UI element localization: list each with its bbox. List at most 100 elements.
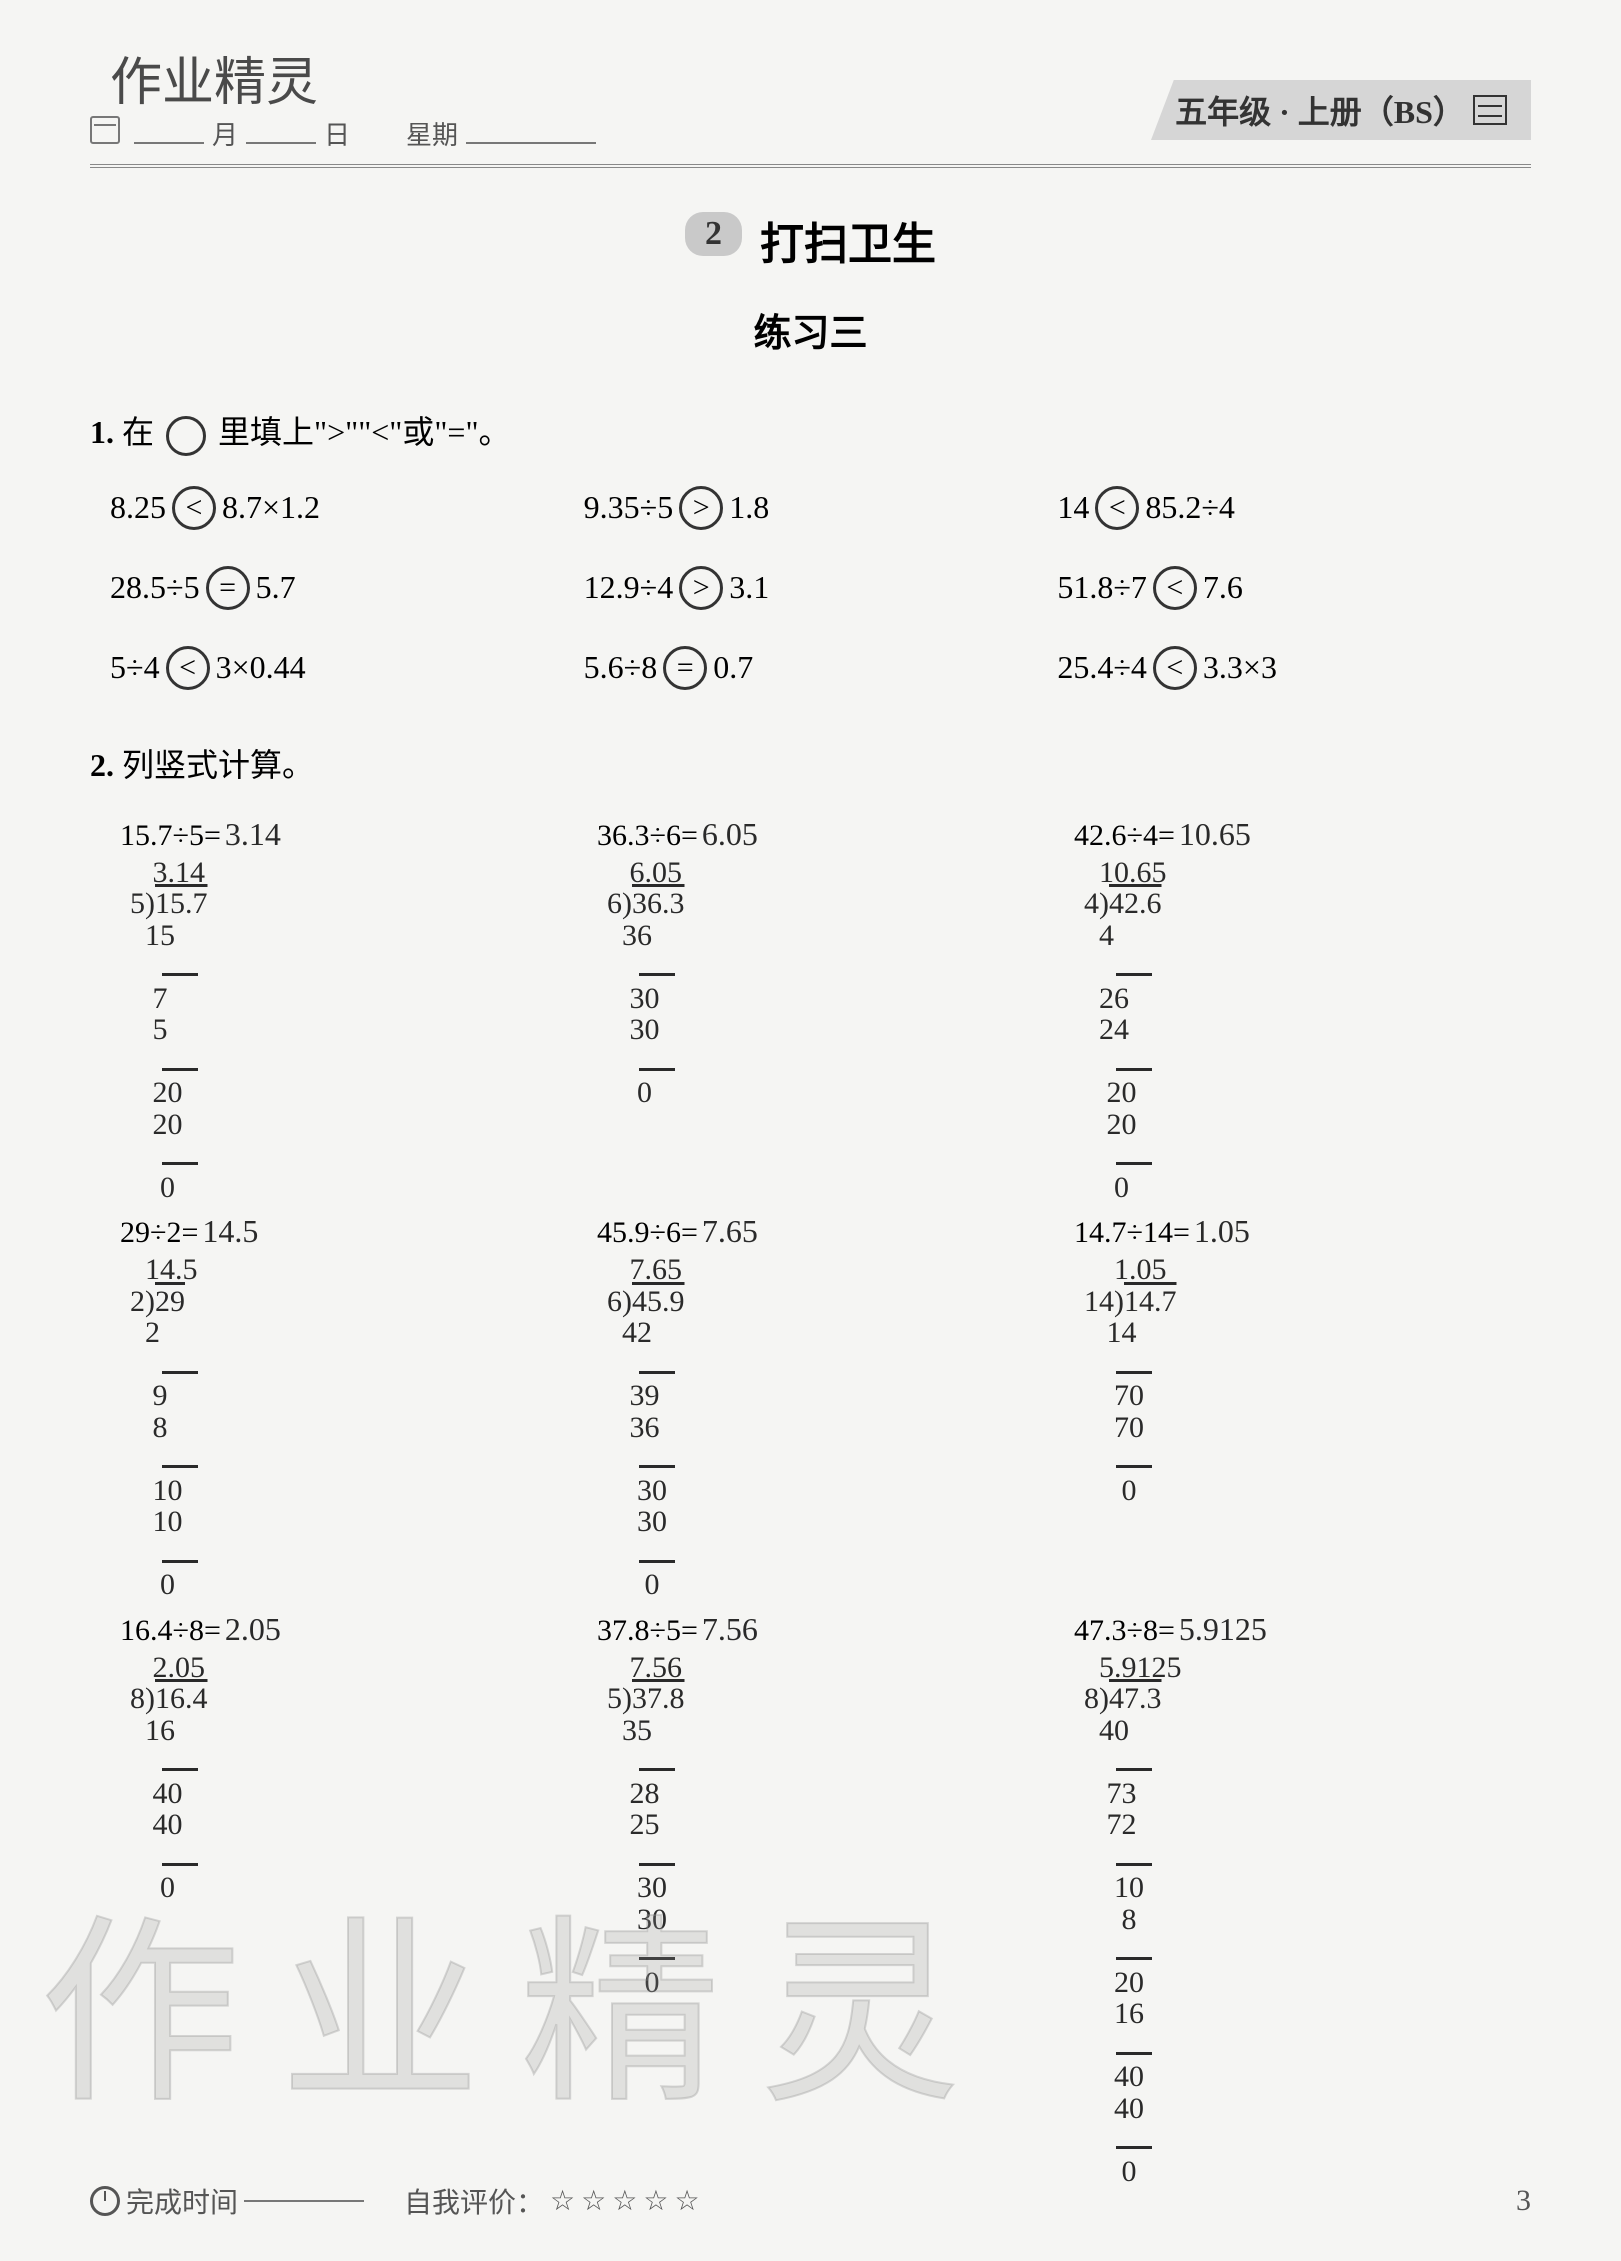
compare-left: 14 [1057,489,1089,526]
handwritten-answer: 5.9125 [1179,1611,1267,1647]
compare-left: 5.6÷8 [584,649,658,686]
calc-cell: 47.3÷8=5.9125 5.91258)47.3 40 73 72 10 8… [1054,1611,1521,2188]
long-division-work: 1.0514)14.7 14 70 70 0 [1084,1254,1521,1506]
calc-cell: 36.3÷6=6.05 6.056)36.3 36 30 30 0 [577,816,1044,1204]
calc-expression: 15.7÷5=3.14 [120,816,567,853]
calc-expression: 36.3÷6=6.05 [597,816,1044,853]
compare-right: 0.7 [713,649,753,686]
day-label: 日 [324,115,350,152]
compare-item: 5.6÷8=0.7 [584,646,1038,690]
brand-title: 作业精灵 [110,40,318,115]
handwritten-answer: 7.65 [702,1213,758,1249]
month-blank[interactable] [134,142,204,144]
compare-grid: 8.25<8.7×1.29.35÷5>1.814<85.2÷428.5÷5=5.… [90,486,1531,710]
q2-text: 列竖式计算。 [122,747,314,783]
self-eval-label: 自我评价： [404,2181,544,2221]
q1-heading: 1. 在 里填上">""<"或"="。 [90,407,1531,456]
long-division-work: 2.058)16.4 16 40 40 0 [130,1652,567,1904]
compare-item: 8.25<8.7×1.2 [110,486,564,530]
compare-item: 14<85.2÷4 [1057,486,1511,530]
abacus-icon [1473,95,1507,125]
compare-item: 51.8÷7<7.6 [1057,566,1511,610]
handwritten-answer: 2.05 [225,1611,281,1647]
compare-right: 85.2÷4 [1145,489,1235,526]
calc-cell: 14.7÷14=1.05 1.0514)14.7 14 70 70 0 [1054,1213,1521,1601]
answer-circle[interactable]: < [172,486,216,530]
compare-right: 8.7×1.2 [222,489,320,526]
calc-expression: 45.9÷6=7.65 [597,1213,1044,1250]
calc-expression: 16.4÷8=2.05 [120,1611,567,1648]
long-division-work: 7.656)45.9 42 39 36 30 30 0 [607,1254,1044,1601]
worksheet-page: 作业精灵 月 日 星期 五年级 · 上册（BS） 2 打扫卫生 练习三 1. 在… [0,0,1621,2261]
time-label: 完成时间 [126,2181,238,2221]
compare-right: 3.3×3 [1203,649,1277,686]
answer-circle[interactable]: < [1153,566,1197,610]
weekday-blank[interactable] [466,142,596,144]
long-division-work: 10.654)42.6 4 26 24 20 20 0 [1084,857,1521,1204]
long-division-work: 5.91258)47.3 40 73 72 10 8 20 16 40 40 0 [1084,1652,1521,2188]
compare-right: 7.6 [1203,569,1243,606]
header-rule [90,164,1531,168]
q1-text-b: 里填上">""<"或"="。 [218,414,511,450]
calc-expression: 29÷2=14.5 [120,1213,567,1250]
long-division-work: 3.145)15.7 15 7 5 20 20 0 [130,857,567,1204]
calc-cell: 15.7÷5=3.14 3.145)15.7 15 7 5 20 20 0 [100,816,567,1204]
calc-expression: 14.7÷14=1.05 [1074,1213,1521,1250]
compare-left: 28.5÷5 [110,569,200,606]
answer-circle[interactable]: < [1153,646,1197,690]
section-title: 2 打扫卫生 [90,208,1531,272]
compare-left: 8.25 [110,489,166,526]
clock-icon [90,2186,120,2216]
grade-tab: 五年级 · 上册（BS） [1151,80,1531,140]
practice-title: 练习三 [90,302,1531,357]
compare-right: 1.8 [729,489,769,526]
calc-cell: 16.4÷8=2.05 2.058)16.4 16 40 40 0 [100,1611,567,2188]
time-blank[interactable] [244,2200,364,2202]
grade-text: 五年级 · 上册（BS） [1175,87,1465,133]
q1-text-a: 在 [122,414,154,450]
compare-left: 9.35÷5 [584,489,674,526]
calc-cell: 29÷2=14.5 14.52)29 2 9 8 10 10 0 [100,1213,567,1601]
calendar-icon [90,116,120,144]
handwritten-answer: 14.5 [202,1213,258,1249]
compare-left: 51.8÷7 [1057,569,1147,606]
answer-circle[interactable]: < [166,646,210,690]
long-division-work: 6.056)36.3 36 30 30 0 [607,857,1044,1109]
handwritten-answer: 10.65 [1179,816,1251,852]
compare-left: 5÷4 [110,649,160,686]
circle-blank-icon [166,416,206,456]
handwritten-answer: 6.05 [702,816,758,852]
calc-expression: 42.6÷4=10.65 [1074,816,1521,853]
lesson-name: 打扫卫生 [760,220,936,269]
compare-left: 12.9÷4 [584,569,674,606]
calc-cell: 42.6÷4=10.65 10.654)42.6 4 26 24 20 20 0 [1054,816,1521,1204]
q1-number: 1. [90,414,114,450]
weekday-label: 星期 [406,115,458,152]
compare-right: 5.7 [256,569,296,606]
answer-circle[interactable]: < [1095,486,1139,530]
lesson-number: 2 [685,212,742,256]
day-blank[interactable] [246,142,316,144]
calc-expression: 37.8÷5=7.56 [597,1611,1044,1648]
handwritten-answer: 1.05 [1194,1213,1250,1249]
compare-right: 3.1 [729,569,769,606]
compare-item: 5÷4<3×0.44 [110,646,564,690]
calc-cell: 45.9÷6=7.65 7.656)45.9 42 39 36 30 30 0 [577,1213,1044,1601]
q2-number: 2. [90,747,114,783]
long-division-work: 7.565)37.8 35 28 25 30 30 0 [607,1652,1044,1999]
rating-stars[interactable]: ☆☆☆☆☆ [550,2184,706,2218]
compare-item: 28.5÷5=5.7 [110,566,564,610]
calc-grid: 15.7÷5=3.14 3.145)15.7 15 7 5 20 20 036.… [90,816,1531,2188]
month-label: 月 [212,115,238,152]
answer-circle[interactable]: > [679,486,723,530]
answer-circle[interactable]: = [206,566,250,610]
page-header: 作业精灵 月 日 星期 五年级 · 上册（BS） [90,40,1531,160]
handwritten-answer: 3.14 [225,816,281,852]
compare-left: 25.4÷4 [1057,649,1147,686]
answer-circle[interactable]: = [663,646,707,690]
calc-expression: 47.3÷8=5.9125 [1074,1611,1521,1648]
page-footer: 完成时间 自我评价： ☆☆☆☆☆ 3 [90,2181,1531,2221]
compare-right: 3×0.44 [216,649,306,686]
compare-item: 12.9÷4>3.1 [584,566,1038,610]
answer-circle[interactable]: > [679,566,723,610]
